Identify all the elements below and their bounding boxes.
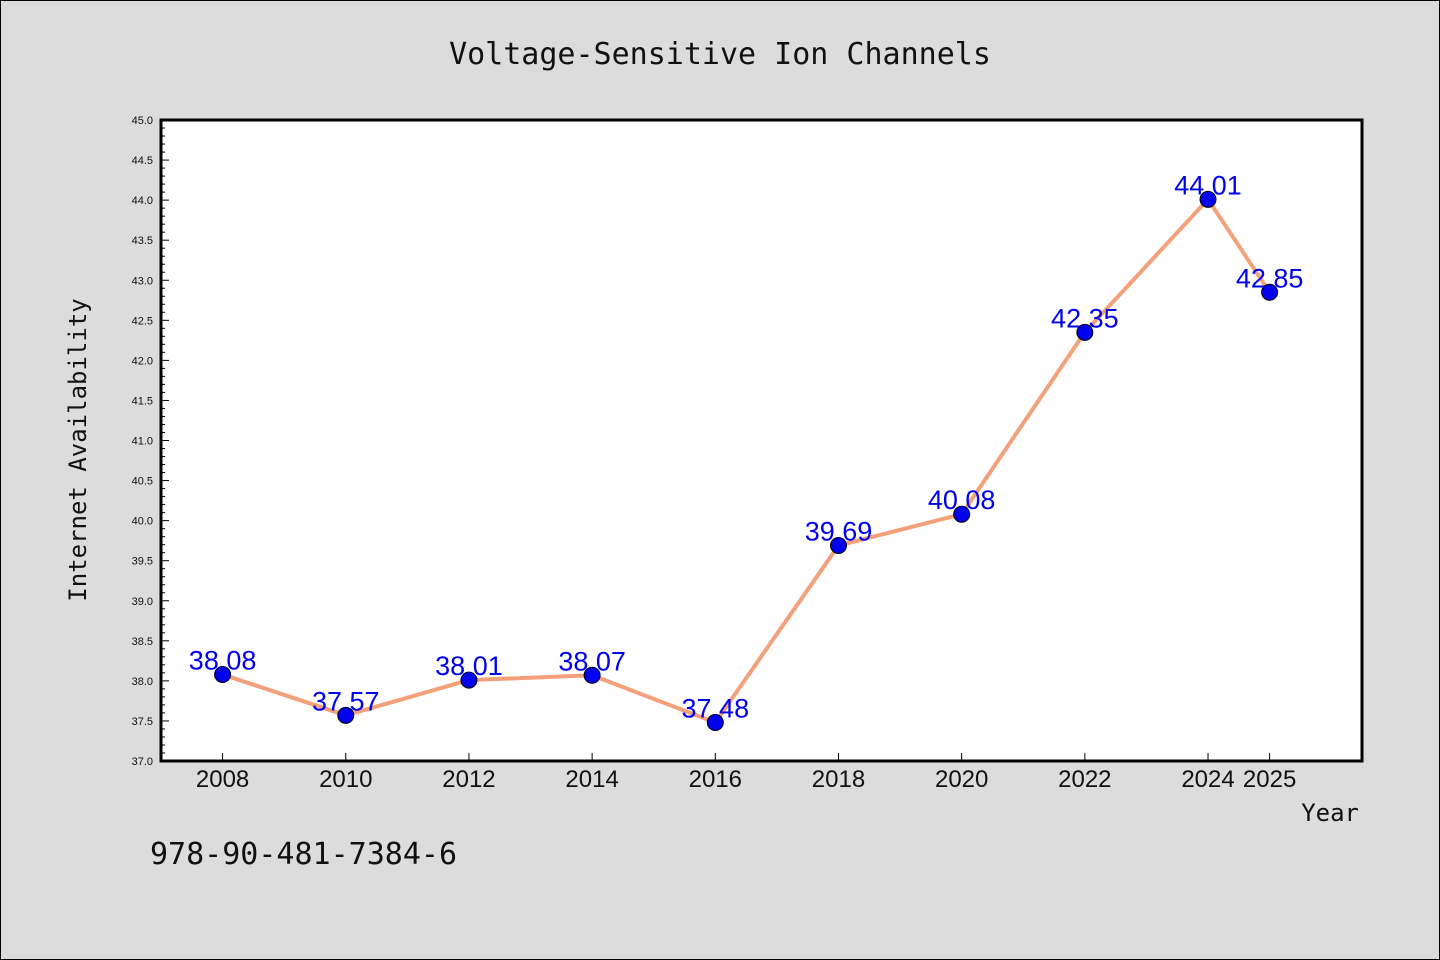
data-label: 37.57 — [312, 686, 380, 716]
series-line — [221, 197, 1272, 725]
data-label: 37.48 — [682, 694, 750, 724]
y-tick-label: 37.5 — [132, 716, 153, 728]
data-point — [1199, 190, 1217, 208]
y-tick-label: 45.0 — [132, 115, 153, 127]
data-label: 42.35 — [1051, 303, 1119, 333]
y-tick-label: 40.5 — [132, 476, 153, 488]
y-tick-label: 44.0 — [132, 195, 153, 207]
y-tick-label: 39.0 — [132, 596, 153, 608]
y-tick-label: 38.0 — [132, 676, 153, 688]
y-tick-label: 44.5 — [132, 155, 153, 167]
x-tick-label: 2010 — [319, 766, 372, 793]
data-label: 40.08 — [928, 485, 996, 515]
data-point — [953, 505, 971, 523]
y-tick-label: 41.5 — [132, 395, 153, 407]
data-label: 39.69 — [805, 516, 873, 546]
x-tick-label: 2012 — [442, 766, 495, 793]
y-tick-label: 37.0 — [132, 756, 153, 768]
x-tick-label: 2022 — [1058, 766, 1111, 793]
x-tick-label: 2025 — [1243, 766, 1296, 793]
data-point — [706, 714, 724, 732]
y-tick-label: 39.5 — [132, 556, 153, 568]
y-axis: 37.0 37.5 38.0 38.5 39.0 39.5 40.0 40.5 41.0 41.5… — [132, 115, 169, 768]
data-label: 38.08 — [189, 645, 257, 675]
y-tick-label: 41.0 — [132, 436, 153, 448]
x-tick-label: 2024 — [1181, 766, 1234, 793]
y-tick-label: 40.0 — [132, 516, 153, 528]
plot-area — [159, 118, 1364, 763]
x-tick-label: 2016 — [689, 766, 742, 793]
x-tick-label: 2008 — [196, 766, 249, 793]
y-tick-label: 42.0 — [132, 355, 153, 367]
x-tick-label: 2018 — [812, 766, 865, 793]
data-point — [214, 665, 232, 683]
y-tick-label: 38.5 — [132, 636, 153, 648]
data-point — [460, 671, 478, 689]
x-axis-label: Year — [1301, 799, 1359, 827]
data-point — [1076, 323, 1094, 341]
chart-title: Voltage-Sensitive Ion Channels — [449, 37, 991, 72]
data-point — [583, 666, 601, 684]
y-tick-label: 42.5 — [132, 315, 153, 327]
data-point — [1261, 283, 1279, 301]
x-tick-label: 2020 — [935, 766, 988, 793]
y-axis-label: Internet Availability — [64, 298, 92, 601]
data-label: 42.85 — [1236, 263, 1304, 293]
data-point — [337, 706, 355, 724]
y-tick-label: 43.5 — [132, 235, 153, 247]
x-tick-label: 2014 — [565, 766, 618, 793]
series-layer: 38.08 37.57 38.01 38.07 37.48 39.69 40.08 42.35… — [189, 170, 1304, 732]
data-label: 38.07 — [558, 646, 626, 676]
data-point — [829, 536, 847, 554]
data-label: 44.01 — [1174, 170, 1242, 200]
isbn-text: 978-90-481-7384-6 — [150, 837, 457, 872]
data-label: 38.01 — [435, 651, 503, 681]
x-axis: 2008 2010 2012 2014 2016 2018 2020 2022 2024 2025 — [196, 753, 1296, 793]
y-tick-label: 43.0 — [132, 275, 153, 287]
